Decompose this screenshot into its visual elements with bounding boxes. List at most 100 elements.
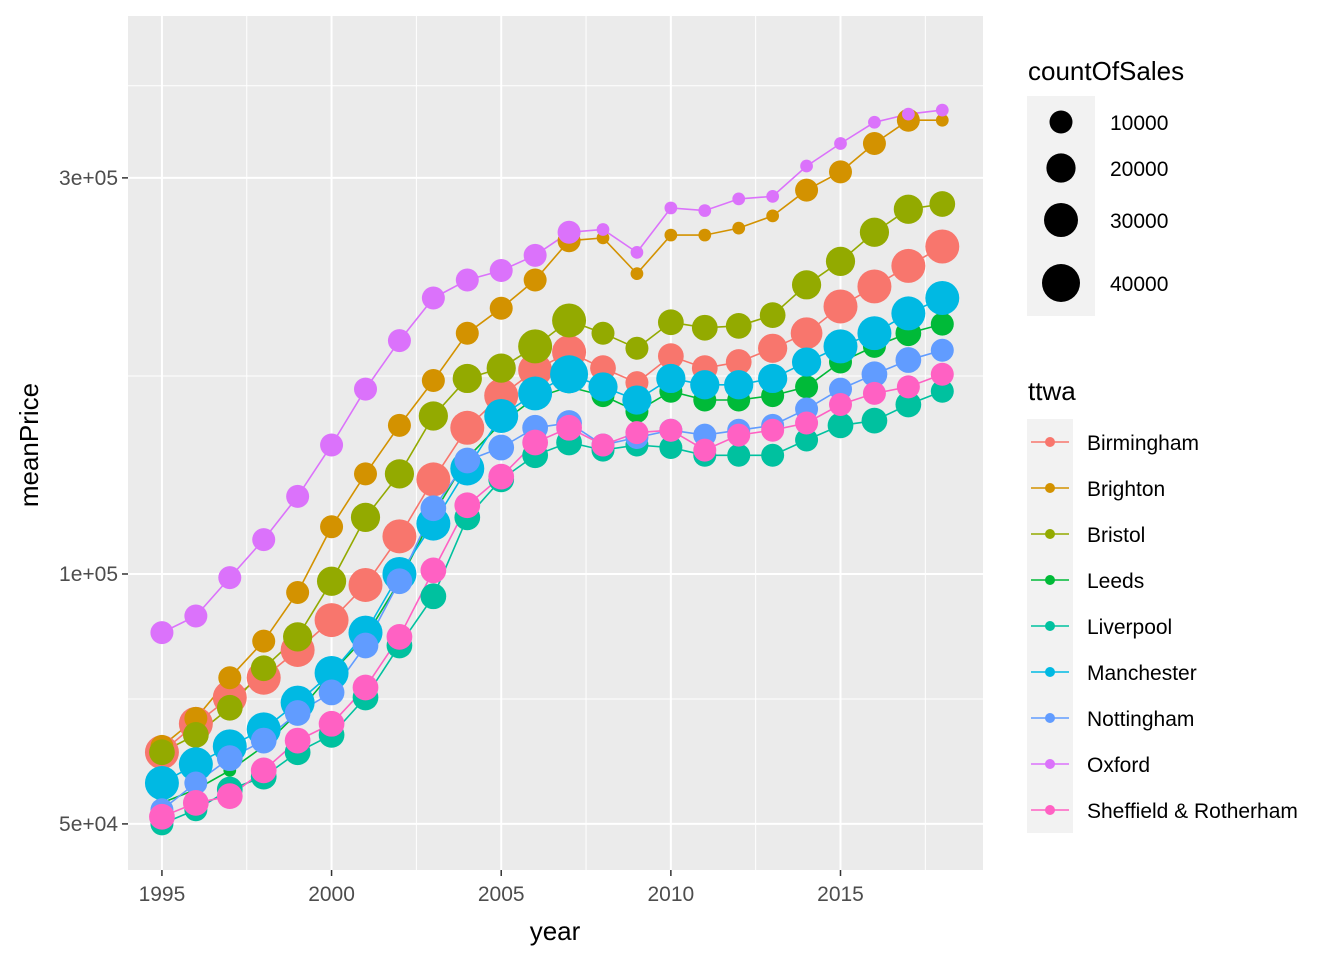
size-legend-label: 30000 bbox=[1110, 210, 1168, 233]
data-point bbox=[454, 492, 481, 519]
data-point bbox=[250, 655, 277, 682]
size-legend-key bbox=[1044, 203, 1078, 237]
color-legend-dot bbox=[1045, 759, 1055, 769]
data-point bbox=[387, 329, 411, 353]
data-point bbox=[657, 309, 684, 336]
data-point bbox=[868, 115, 881, 129]
data-point bbox=[591, 321, 615, 345]
color-legend-label: Sheffield & Rotherham bbox=[1087, 800, 1298, 823]
data-point bbox=[596, 223, 610, 236]
color-legend-label: Bristol bbox=[1087, 524, 1145, 547]
color-legend-dot bbox=[1045, 805, 1055, 815]
data-point bbox=[791, 270, 822, 300]
size-legend-title: countOfSales bbox=[1028, 56, 1184, 86]
x-tick-label: 1995 bbox=[139, 883, 186, 906]
size-legend-label: 40000 bbox=[1110, 273, 1168, 296]
size-legend-label: 10000 bbox=[1110, 112, 1168, 135]
x-tick-label: 2015 bbox=[817, 883, 864, 906]
data-point bbox=[659, 436, 683, 460]
data-point bbox=[895, 391, 922, 418]
series-points-sheffield-rotherham bbox=[149, 362, 954, 830]
y-axis-ticks: 5e+04 1e+05 3e+05 bbox=[59, 167, 128, 836]
data-point bbox=[182, 790, 209, 816]
data-point bbox=[930, 312, 954, 336]
data-point bbox=[859, 217, 890, 247]
data-point bbox=[795, 178, 819, 202]
data-point bbox=[857, 316, 892, 351]
data-point bbox=[218, 566, 242, 590]
x-axis-title: year bbox=[530, 916, 581, 946]
data-point bbox=[758, 363, 788, 394]
data-point bbox=[930, 338, 954, 362]
data-point bbox=[552, 303, 587, 338]
data-point bbox=[318, 710, 345, 737]
data-point bbox=[416, 462, 451, 497]
data-point bbox=[184, 604, 208, 628]
data-point bbox=[891, 248, 926, 283]
data-point bbox=[420, 583, 447, 610]
size-legend-key bbox=[1046, 153, 1076, 183]
color-legend-label: Manchester bbox=[1087, 662, 1197, 685]
data-point bbox=[150, 621, 174, 645]
color-legend-dot bbox=[1045, 437, 1055, 447]
data-point bbox=[823, 329, 858, 364]
data-point bbox=[320, 515, 344, 539]
data-point bbox=[352, 674, 379, 701]
data-point bbox=[625, 336, 649, 360]
data-point bbox=[284, 727, 311, 754]
data-point bbox=[144, 766, 179, 801]
data-point bbox=[421, 286, 445, 310]
data-point bbox=[829, 393, 852, 417]
color-legend-label: Birmingham bbox=[1087, 432, 1199, 455]
data-point bbox=[795, 411, 819, 435]
data-point bbox=[895, 347, 922, 373]
y-axis-title: meanPrice bbox=[14, 383, 44, 507]
series-points-oxford bbox=[150, 103, 949, 645]
data-point bbox=[455, 321, 479, 345]
data-point bbox=[724, 370, 754, 400]
color-legend-label: Oxford bbox=[1087, 754, 1150, 777]
data-point bbox=[454, 447, 481, 474]
data-point bbox=[386, 568, 413, 595]
data-point bbox=[450, 410, 485, 445]
color-legend-dot bbox=[1045, 575, 1055, 585]
color-legend-dot bbox=[1045, 667, 1055, 677]
color-legend: ttwa Birmingham Brighton Bristol Leeds Liver… bbox=[1027, 376, 1298, 833]
data-point bbox=[216, 694, 243, 721]
data-point bbox=[488, 463, 515, 490]
data-point bbox=[795, 375, 819, 399]
data-point bbox=[420, 495, 447, 522]
data-point bbox=[791, 347, 822, 377]
data-point bbox=[250, 757, 277, 784]
color-legend-dot bbox=[1045, 621, 1055, 631]
data-point bbox=[659, 418, 683, 442]
size-legend-label: 20000 bbox=[1110, 158, 1168, 181]
color-legend-label: Liverpool bbox=[1087, 616, 1172, 639]
data-point bbox=[350, 502, 381, 532]
data-point bbox=[759, 302, 786, 329]
x-tick-label: 2010 bbox=[647, 883, 694, 906]
data-point bbox=[630, 267, 644, 281]
y-tick-label: 3e+05 bbox=[59, 167, 118, 190]
data-point bbox=[218, 666, 242, 690]
data-point bbox=[320, 433, 344, 457]
data-point bbox=[727, 423, 751, 447]
data-point bbox=[766, 189, 780, 203]
color-legend-title: ttwa bbox=[1028, 376, 1076, 406]
data-point bbox=[178, 747, 213, 782]
data-point bbox=[286, 484, 310, 508]
data-point bbox=[316, 566, 347, 596]
data-point bbox=[929, 191, 956, 217]
data-point bbox=[486, 353, 516, 383]
y-tick-label: 5e+04 bbox=[59, 813, 118, 836]
data-point bbox=[184, 771, 208, 795]
data-point bbox=[252, 629, 276, 653]
data-point bbox=[216, 783, 243, 810]
data-point bbox=[698, 204, 712, 217]
data-point bbox=[484, 398, 519, 433]
data-point bbox=[725, 349, 752, 375]
color-legend-dot bbox=[1045, 713, 1055, 723]
data-point bbox=[896, 375, 920, 399]
data-point bbox=[386, 623, 413, 650]
data-point bbox=[318, 679, 345, 706]
